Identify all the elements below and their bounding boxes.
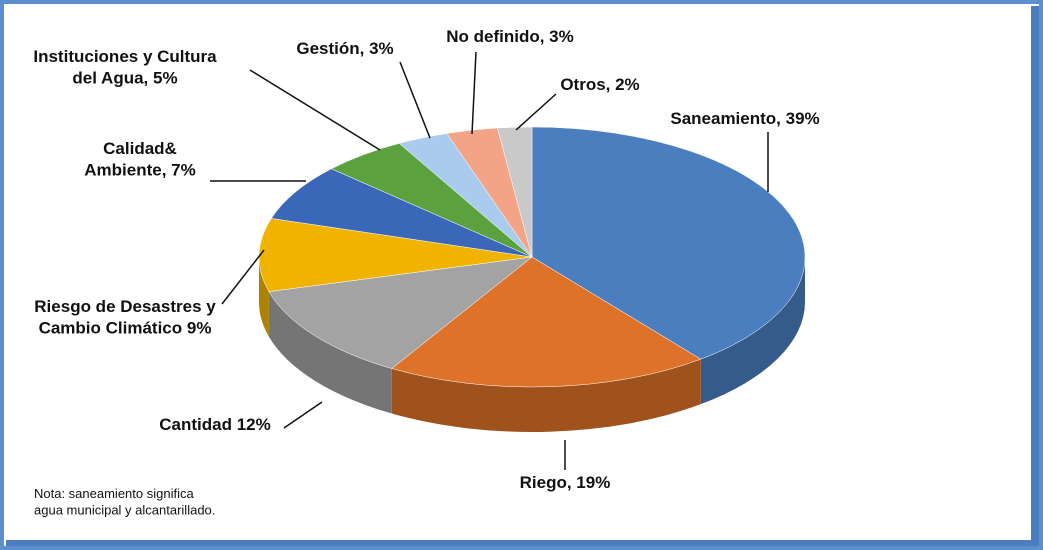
data-label: Riesgo de Desastres y Cambio Climático 9% xyxy=(34,297,216,337)
data-label: Otros, 2% xyxy=(560,75,639,94)
leader-line xyxy=(249,69,381,151)
slice xyxy=(258,218,533,292)
leader-line xyxy=(515,93,557,131)
slice-side xyxy=(268,291,392,414)
data-label: No definido, 3% xyxy=(446,27,574,46)
slice xyxy=(268,256,533,369)
leader-line xyxy=(221,249,265,305)
slice xyxy=(391,256,702,388)
labels: Saneamiento, 39% Riego, 19% Cantidad 12% Ri… xyxy=(33,27,819,492)
leader-line xyxy=(471,51,477,135)
data-label: Instituciones y Cultura del Agua, 5% xyxy=(33,47,217,87)
data-label: Saneamiento, 39% xyxy=(670,109,819,128)
data-label: Cantidad 12% xyxy=(159,415,270,434)
data-label: Calidad& Ambiente, 7% xyxy=(84,139,195,179)
slice xyxy=(531,126,806,360)
pie xyxy=(258,126,806,432)
slice xyxy=(497,126,533,258)
data-label: Gestión, 3% xyxy=(296,39,393,58)
slice-side xyxy=(700,257,806,405)
note: Nota: saneamiento significa agua municipa… xyxy=(34,486,215,517)
frame-bottom xyxy=(6,540,1039,546)
leader-line xyxy=(399,61,431,139)
slice-side xyxy=(259,257,269,337)
data-label: Riego, 19% xyxy=(520,473,611,492)
frame-right xyxy=(1031,6,1039,546)
slice xyxy=(270,168,533,258)
slice-side xyxy=(391,359,701,432)
leader-line xyxy=(283,401,323,429)
